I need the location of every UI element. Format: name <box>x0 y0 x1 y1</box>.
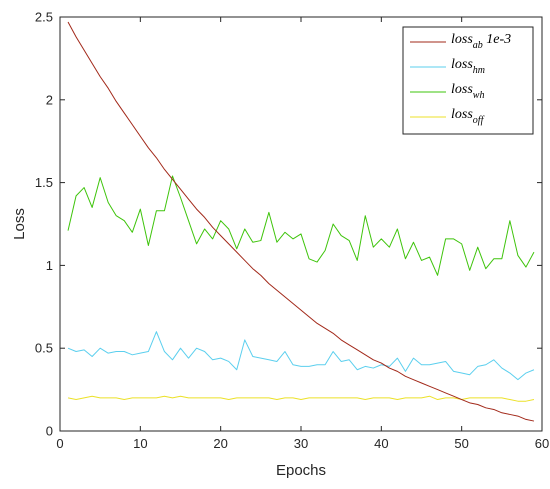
x-tick-label: 10 <box>133 436 147 451</box>
y-tick-label: 2 <box>46 92 53 107</box>
x-tick-label: 20 <box>213 436 227 451</box>
y-axis-label: Loss <box>11 208 28 240</box>
legend: lossab 1e-3 losshm losswh lossoff <box>402 26 534 135</box>
x-axis-label: Epochs <box>276 462 326 479</box>
series-line-off <box>67 395 535 402</box>
series-line-hm <box>67 331 535 381</box>
series-line-wh <box>67 175 535 276</box>
x-tick-label: 60 <box>535 436 549 451</box>
legend-label-hm: losshm <box>451 57 485 76</box>
legend-label-off: lossoff <box>451 107 485 126</box>
x-tick-label: 30 <box>294 436 308 451</box>
y-tick-label: 1 <box>46 258 53 273</box>
series-lines <box>67 21 535 422</box>
y-tick-label: 2.5 <box>35 10 53 25</box>
y-tick-label: 1.5 <box>35 175 53 190</box>
x-tick-label: 50 <box>454 436 468 451</box>
y-tick-label: 0 <box>46 424 53 439</box>
x-tick-label: 40 <box>374 436 388 451</box>
y-tick-label: 0.5 <box>35 341 53 356</box>
legend-label-wh: losswh <box>451 82 484 101</box>
series-line-ab <box>67 21 535 422</box>
legend-label-ab: lossab 1e-3 <box>451 32 511 51</box>
legend-box <box>402 26 534 135</box>
axis-ticks: 0 10 20 30 40 50 60 0 0.5 1 1.5 2 2.5 <box>35 10 549 452</box>
x-tick-label: 0 <box>56 436 63 451</box>
